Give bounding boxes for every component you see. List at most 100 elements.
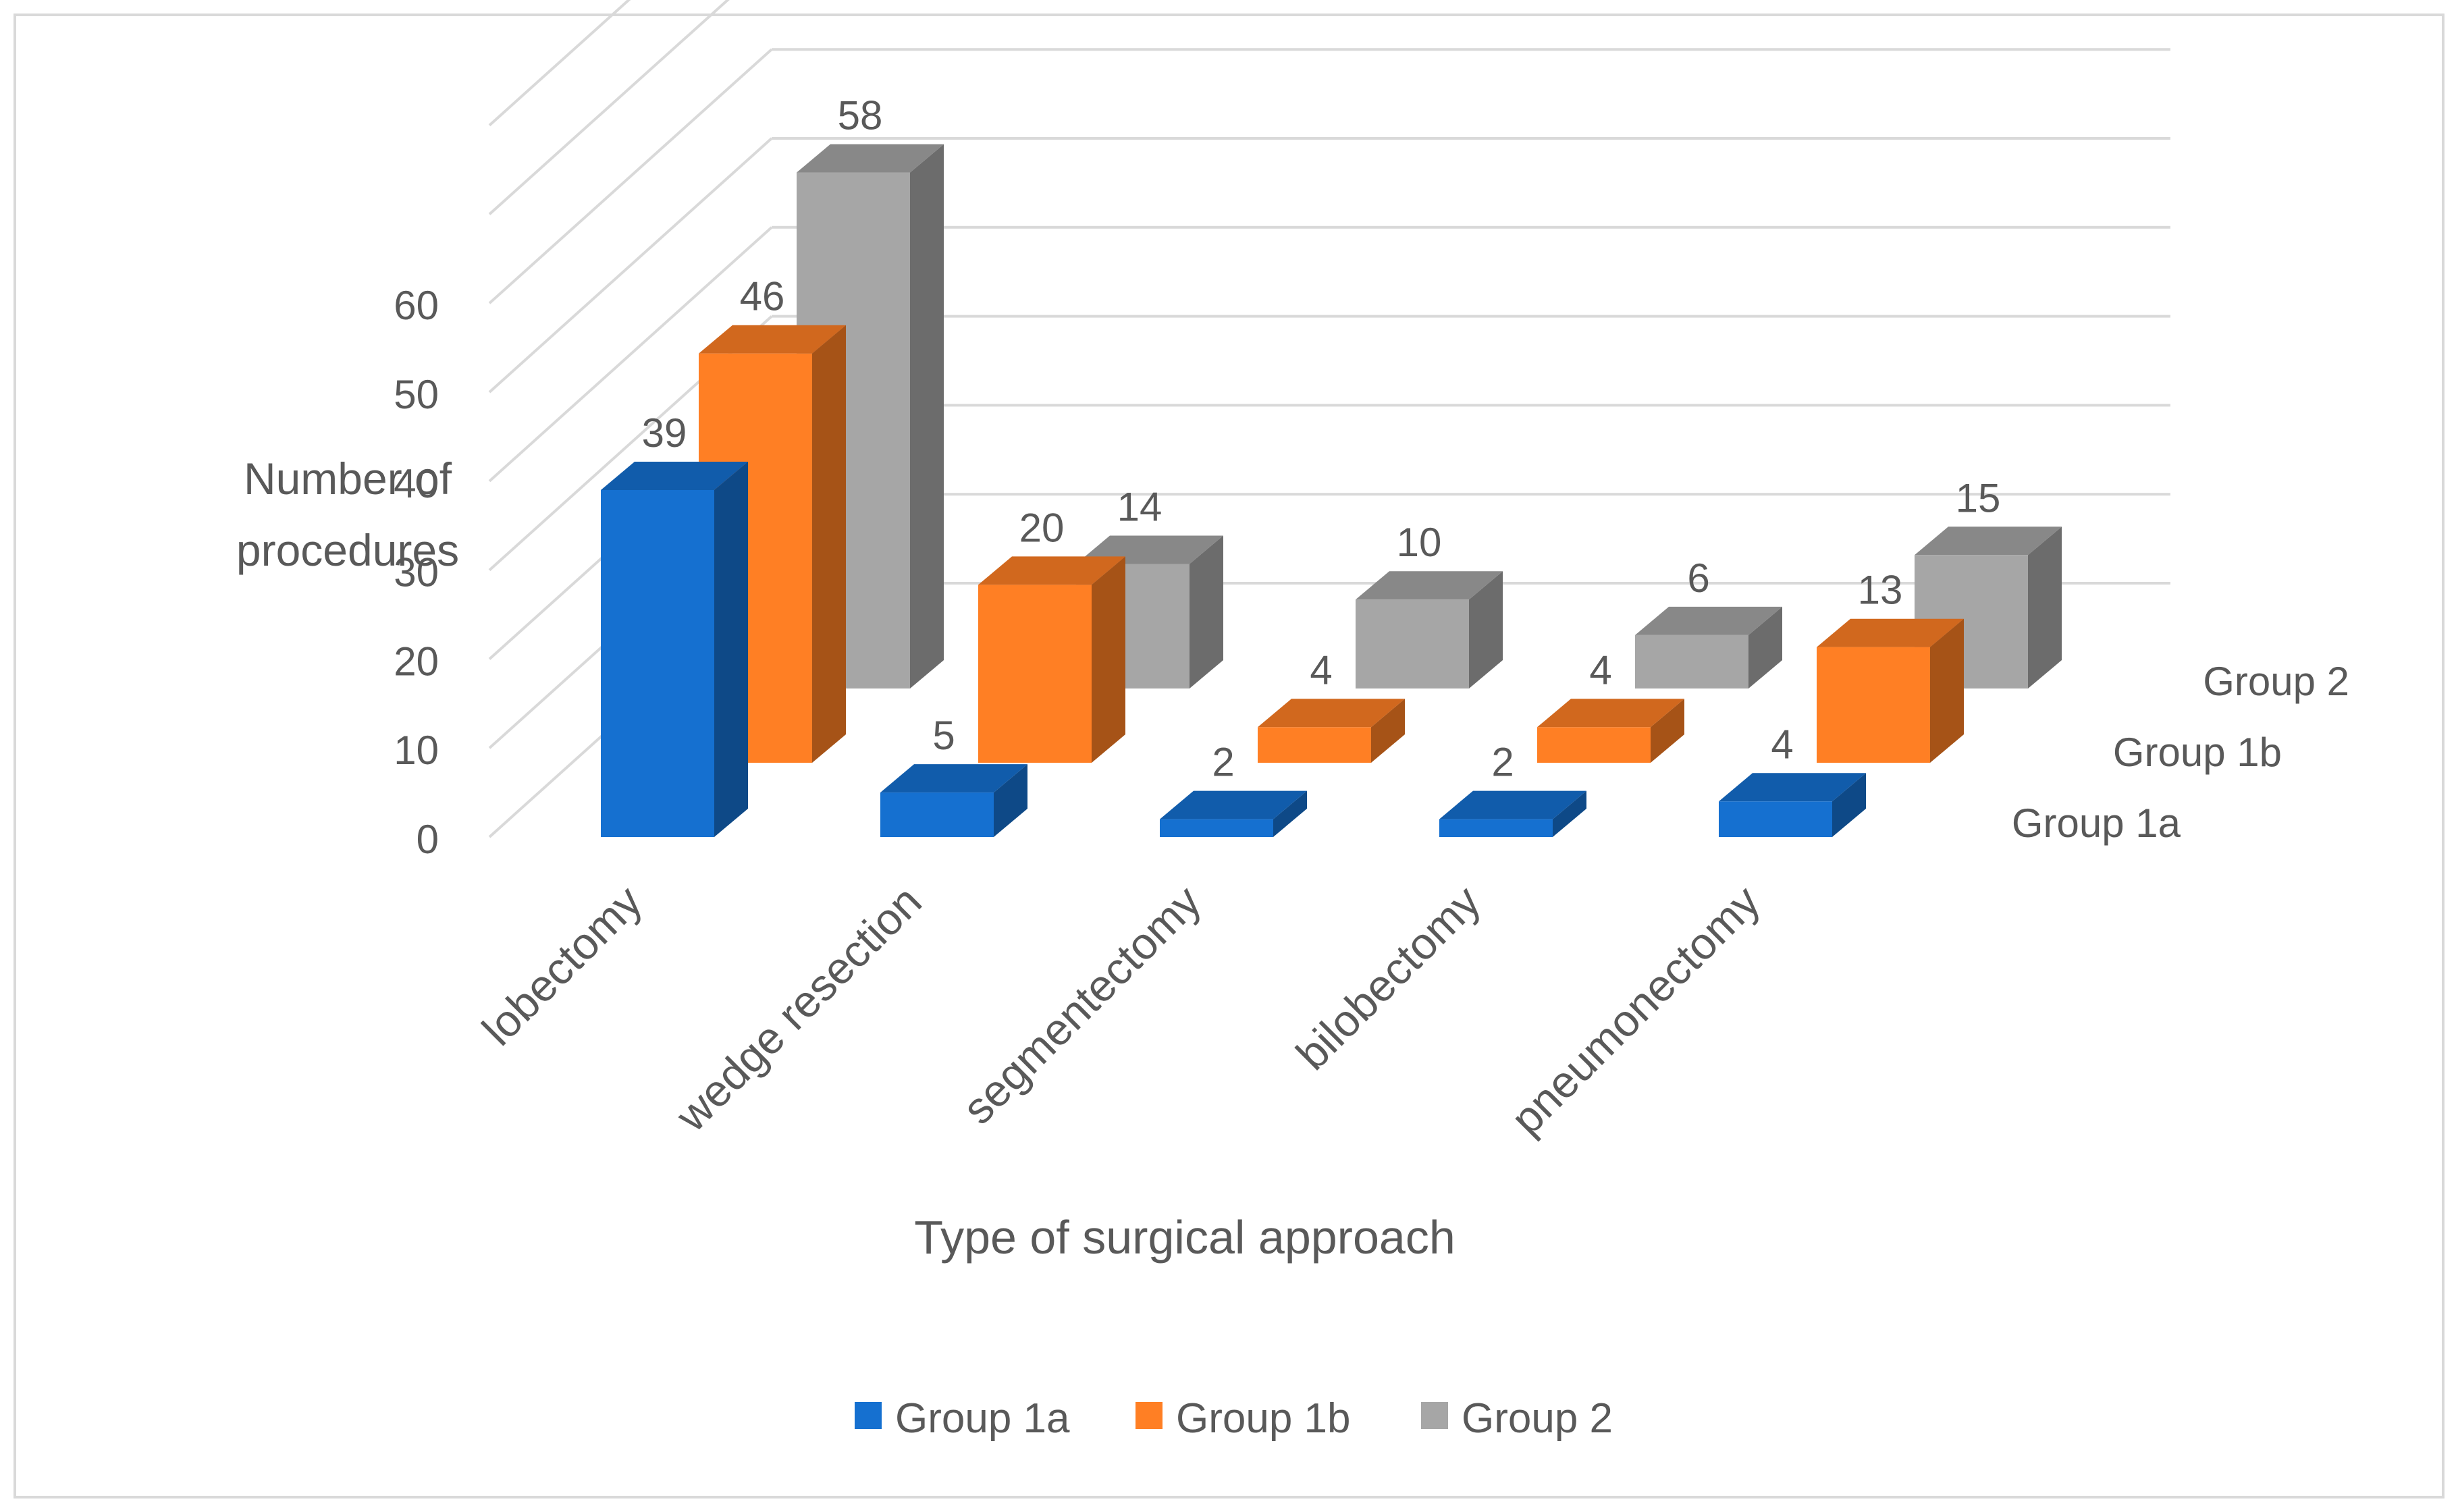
data-label: 4 bbox=[1310, 647, 1332, 693]
bar-front bbox=[1719, 801, 1832, 837]
data-label: 58 bbox=[838, 93, 883, 138]
y-axis-title-line1: Number of bbox=[244, 454, 452, 504]
bar-top bbox=[699, 325, 846, 354]
bar-front bbox=[601, 489, 714, 837]
bar-group-1b-3 bbox=[1537, 699, 1684, 763]
bar-front bbox=[978, 585, 1092, 763]
gridline-side bbox=[488, 48, 773, 304]
bar-side bbox=[1930, 618, 1964, 763]
bar-side bbox=[1469, 571, 1503, 688]
bar-side bbox=[1092, 556, 1125, 763]
legend-swatch bbox=[1136, 1402, 1163, 1429]
data-labels: 58 14 10 6 15 46 20 4 4 13 39 5 2 2 4 bbox=[642, 93, 2001, 785]
data-label: 6 bbox=[1687, 556, 1709, 601]
y-tick-label: 10 bbox=[394, 728, 439, 773]
bar-top bbox=[1537, 699, 1684, 728]
data-label: 13 bbox=[1858, 568, 1903, 613]
bar-side bbox=[1190, 535, 1223, 688]
bar-group-2-3 bbox=[1635, 606, 1782, 688]
bar-front bbox=[1258, 727, 1371, 763]
bar-group-1a-1 bbox=[880, 764, 1027, 837]
bar-top bbox=[797, 144, 944, 173]
bar-front bbox=[1439, 819, 1553, 837]
legend: Group 1a Group 1b Group 2 bbox=[855, 1395, 1613, 1442]
depth-axis-labels: Group 1a Group 1b Group 2 bbox=[2012, 659, 2349, 846]
data-label: 5 bbox=[932, 713, 955, 758]
bar-top bbox=[1258, 699, 1405, 728]
legend-label: Group 1b bbox=[1176, 1395, 1351, 1442]
bar-top bbox=[978, 556, 1125, 585]
data-label: 46 bbox=[740, 274, 785, 319]
data-label: 20 bbox=[1019, 505, 1065, 550]
data-label: 15 bbox=[1956, 475, 2001, 520]
bar-group-1a-2 bbox=[1160, 790, 1307, 837]
y-tick-label: 20 bbox=[394, 639, 439, 684]
x-axis-title: Type of surgical approach bbox=[914, 1211, 1455, 1264]
data-label: 4 bbox=[1771, 722, 1793, 767]
data-label: 2 bbox=[1491, 740, 1514, 785]
legend-swatch bbox=[855, 1402, 882, 1429]
y-tick-label: 50 bbox=[394, 372, 439, 417]
depth-axis-label: Group 2 bbox=[2203, 659, 2349, 704]
depth-axis-label: Group 1a bbox=[2012, 801, 2181, 846]
bar-group-1b-2 bbox=[1258, 699, 1405, 763]
bar-side bbox=[714, 462, 748, 837]
depth-axis-label: Group 1b bbox=[2113, 730, 2282, 775]
gridline-side bbox=[488, 137, 773, 394]
bar-group-1b-0 bbox=[699, 325, 846, 763]
bar-group-1b-1 bbox=[978, 556, 1125, 763]
bar-front bbox=[880, 792, 994, 837]
bar-group-1b-4 bbox=[1817, 618, 1964, 763]
bar-side bbox=[1651, 699, 1684, 763]
gridline-side bbox=[488, 226, 773, 483]
bar-top bbox=[1160, 790, 1307, 819]
bar-top bbox=[1356, 571, 1503, 600]
chart-border bbox=[14, 14, 2444, 1498]
bar-top bbox=[880, 764, 1027, 793]
bar-front bbox=[1537, 727, 1651, 763]
bar-side bbox=[812, 325, 846, 763]
legend-item: Group 1b bbox=[1136, 1395, 1351, 1442]
bar-side bbox=[910, 144, 944, 689]
y-tick-label: 60 bbox=[394, 283, 439, 328]
legend-label: Group 2 bbox=[1462, 1395, 1613, 1442]
gridline-side bbox=[488, 0, 730, 215]
bar-side bbox=[1748, 606, 1782, 688]
bar-group-1a-4 bbox=[1719, 773, 1866, 837]
data-label: 14 bbox=[1117, 484, 1163, 529]
bar-front bbox=[1635, 634, 1748, 688]
y-tick-label: 40 bbox=[394, 461, 439, 506]
bar-group-2-2 bbox=[1356, 571, 1503, 688]
legend-label: Group 1a bbox=[895, 1395, 1070, 1442]
bars bbox=[601, 144, 2062, 837]
data-label: 10 bbox=[1397, 520, 1442, 565]
y-tick-label: 30 bbox=[394, 550, 439, 595]
bar-top bbox=[1915, 526, 2062, 556]
bar-side bbox=[1553, 790, 1586, 837]
bar-front bbox=[1160, 819, 1273, 837]
bar-group-1a-0 bbox=[601, 462, 748, 837]
bar-top bbox=[1635, 606, 1782, 635]
bar-top bbox=[601, 462, 748, 490]
bar-side bbox=[2028, 526, 2062, 688]
y-tick-label: 0 bbox=[417, 817, 439, 862]
legend-swatch bbox=[1421, 1402, 1448, 1429]
bar-top bbox=[1719, 773, 1866, 802]
y-axis-title-line2: procedures bbox=[236, 525, 459, 575]
y-axis-ticks: 0 10 20 30 40 50 60 bbox=[394, 283, 439, 862]
bar-group-1a-3 bbox=[1439, 790, 1586, 837]
legend-item: Group 1a bbox=[855, 1395, 1070, 1442]
bar-side bbox=[1371, 699, 1405, 763]
gridline-side bbox=[488, 0, 631, 127]
data-label: 39 bbox=[642, 410, 687, 456]
bar-side bbox=[1273, 790, 1307, 837]
bar-top bbox=[1817, 618, 1964, 647]
legend-item: Group 2 bbox=[1421, 1395, 1613, 1442]
data-label: 2 bbox=[1212, 740, 1234, 785]
bar-side bbox=[994, 764, 1027, 837]
bar-front bbox=[1817, 647, 1930, 763]
bar-top bbox=[1439, 790, 1586, 819]
bar-side bbox=[1832, 773, 1866, 837]
